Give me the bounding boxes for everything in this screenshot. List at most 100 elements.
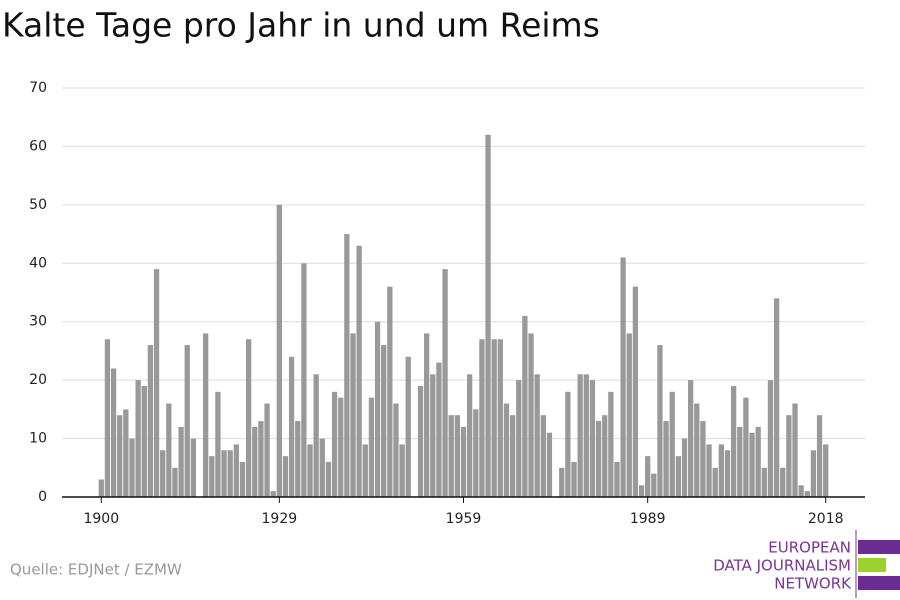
bar — [730, 385, 737, 497]
bar — [227, 450, 233, 497]
bar — [252, 426, 258, 497]
bar — [153, 269, 160, 497]
bar — [602, 415, 608, 497]
bar — [497, 339, 503, 497]
bar — [233, 444, 239, 497]
bar — [479, 339, 485, 497]
y-tick-label: 30 — [29, 314, 47, 330]
bar — [325, 461, 332, 497]
y-tick-label: 70 — [29, 80, 47, 96]
logo-text: DATA JOURNALISM — [713, 557, 851, 575]
bar — [522, 315, 528, 497]
y-tick-label: 60 — [29, 138, 47, 154]
logo-text: EUROPEAN — [768, 539, 851, 557]
bar — [454, 415, 461, 497]
bar — [350, 333, 356, 497]
bar — [509, 415, 516, 497]
bar — [749, 432, 755, 497]
bar — [651, 473, 657, 497]
bar — [381, 345, 387, 497]
bar — [387, 286, 393, 497]
bar — [792, 403, 798, 497]
bar — [258, 421, 264, 497]
bar — [356, 245, 362, 497]
source: Quelle: EDJNet / EZMW — [10, 561, 182, 579]
bar — [786, 415, 792, 497]
bar — [595, 421, 602, 497]
bar — [117, 415, 123, 497]
bar — [215, 391, 221, 497]
bar — [362, 444, 368, 497]
bar — [694, 403, 700, 497]
bar — [761, 467, 767, 497]
bar — [203, 333, 209, 497]
y-tick-label: 50 — [29, 197, 47, 213]
bar — [448, 415, 454, 497]
bar — [184, 345, 190, 497]
y-tick-label: 10 — [29, 431, 47, 447]
bar — [626, 333, 632, 497]
bar — [417, 385, 424, 497]
bar — [245, 339, 252, 497]
bar — [129, 438, 135, 497]
bar — [123, 409, 129, 497]
bar — [319, 438, 325, 497]
bar — [755, 426, 761, 497]
bar — [540, 415, 546, 497]
bar — [301, 263, 307, 497]
bar — [221, 450, 227, 497]
bar — [264, 403, 270, 497]
bar — [424, 333, 430, 497]
bar — [473, 409, 479, 497]
bar — [442, 269, 448, 497]
bar — [534, 374, 540, 497]
bar — [798, 485, 804, 497]
bar — [706, 444, 712, 497]
bar — [645, 456, 651, 497]
bar — [503, 403, 510, 497]
bar — [307, 444, 313, 497]
bar — [546, 432, 553, 497]
logo-bar — [858, 558, 886, 572]
bar — [430, 374, 436, 497]
bar — [816, 415, 823, 497]
bar — [460, 426, 467, 497]
bar — [743, 397, 749, 497]
x-tick-label: 1989 — [630, 511, 666, 527]
bar — [141, 385, 147, 497]
x-tick-label: 1900 — [83, 511, 119, 527]
bar — [718, 444, 724, 497]
bar — [608, 391, 614, 497]
bar — [632, 286, 639, 497]
bar — [172, 467, 178, 497]
bar — [700, 421, 706, 497]
bar — [331, 391, 338, 497]
bar — [528, 333, 534, 497]
bar — [804, 491, 810, 497]
bar — [110, 368, 117, 497]
bar — [675, 456, 682, 497]
bar — [663, 421, 669, 497]
bar — [724, 450, 731, 497]
bar — [583, 374, 589, 497]
bar — [620, 257, 626, 497]
bar — [135, 380, 141, 497]
bar — [712, 467, 718, 497]
bar — [466, 374, 473, 497]
bar — [295, 421, 301, 497]
bar — [669, 391, 675, 497]
bar — [160, 450, 166, 497]
bar — [178, 426, 184, 497]
bar — [405, 356, 411, 497]
bar — [638, 485, 645, 497]
bar — [614, 461, 620, 497]
x-tick-label: 1959 — [446, 511, 482, 527]
bar — [688, 380, 694, 497]
bar — [767, 380, 774, 497]
bar — [338, 397, 344, 497]
bar — [147, 345, 154, 497]
bar — [681, 438, 688, 497]
logo-text: NETWORK — [774, 575, 852, 593]
bar — [773, 298, 780, 497]
